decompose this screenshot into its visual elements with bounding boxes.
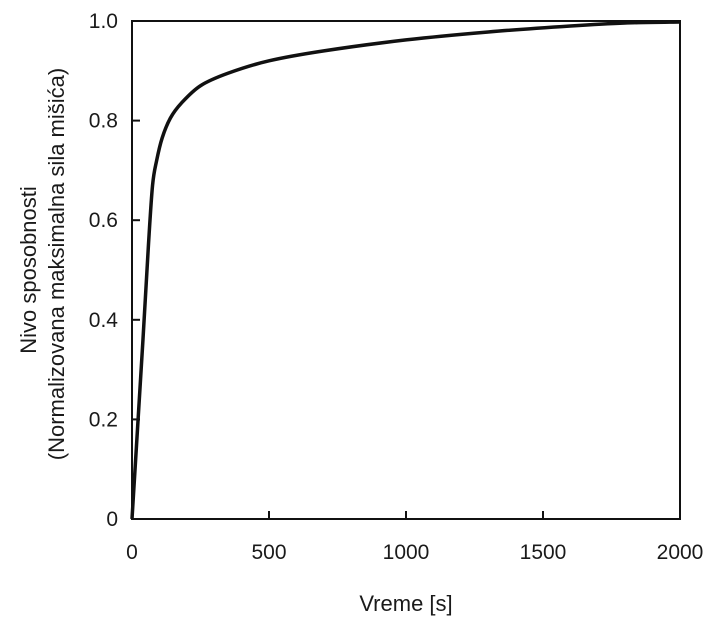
x-axis-title: Vreme [s] [359, 591, 452, 616]
y-tick-label: 0.6 [89, 209, 118, 232]
y-tick-label: 0 [106, 508, 118, 531]
y-tick-label: 0.2 [89, 408, 118, 431]
y-axis-title-line-2: (Normalizovana maksimalna sila mišića) [44, 68, 69, 460]
y-tick-label: 0.8 [89, 110, 118, 133]
plot-frame [132, 21, 680, 519]
x-tick-label: 1000 [383, 541, 430, 564]
x-tick-label: 0 [126, 541, 138, 564]
y-axis-title-line-1: Nivo sposobnosti [16, 186, 41, 354]
x-tick-label: 500 [251, 541, 286, 564]
series-line [132, 22, 680, 519]
y-tick-label: 0.4 [89, 309, 119, 332]
x-tick-label: 2000 [657, 541, 704, 564]
x-tick-label: 1500 [520, 541, 567, 564]
y-tick-label: 1.0 [89, 10, 118, 33]
